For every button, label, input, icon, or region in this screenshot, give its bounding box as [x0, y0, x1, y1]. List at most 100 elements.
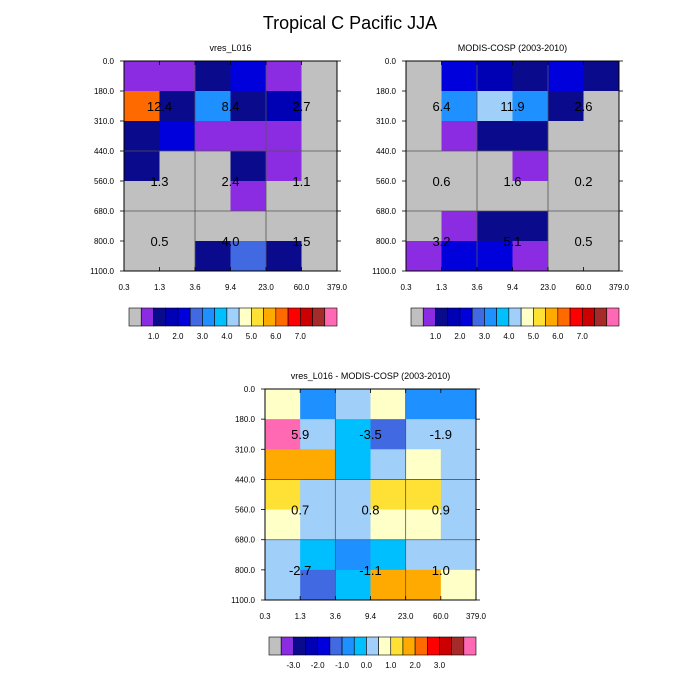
cell-value-label: 0.5: [574, 234, 592, 249]
cell-value-label: -1.9: [430, 427, 452, 442]
colorbar-swatch: [299, 307, 313, 327]
colorbar-label: 6.0: [270, 332, 282, 341]
colorbar-label: 5.0: [246, 332, 258, 341]
heatmap-cell: [301, 211, 338, 242]
panel-title: vres_L016 - MODIS-COSP (2003-2010): [291, 371, 450, 381]
heatmap-cell: [301, 241, 338, 272]
heatmap-cell: [512, 91, 549, 122]
cell-value-label: 0.7: [291, 503, 309, 518]
cell-value-label: 0.6: [432, 174, 450, 189]
heatmap-cell: [477, 241, 513, 272]
x-tick-label: 9.4: [365, 612, 377, 621]
heatmap-cell: [477, 121, 513, 152]
colorbar-swatch: [581, 307, 595, 327]
cell-value-label: 11.9: [500, 99, 524, 114]
cell-value-label: 0.2: [574, 174, 592, 189]
x-tick-label: 23.0: [540, 283, 556, 292]
y-tick-label: 1100.0: [372, 267, 396, 276]
heatmap-cell: [266, 211, 302, 242]
heatmap-cell: [300, 389, 336, 420]
heatmap-cell: [512, 241, 549, 272]
colorbar-swatch: [268, 636, 282, 656]
heatmap-cell: [441, 241, 478, 272]
colorbar-swatch: [378, 636, 392, 656]
y-tick-label: 1100.0: [90, 267, 114, 276]
cell-value-label: 12.4: [147, 99, 172, 114]
heatmap-cell: [370, 389, 407, 420]
x-tick-label: 0.3: [118, 283, 130, 292]
colorbar-label: -2.0: [311, 661, 325, 670]
colorbar-swatch: [214, 307, 228, 327]
heatmap-cell: [583, 241, 620, 272]
heatmap-cell: [548, 211, 584, 242]
heatmap-cell: [124, 61, 160, 92]
heatmap-cell: [441, 61, 478, 92]
heatmap-cell: [265, 419, 301, 450]
heatmap-cell: [441, 121, 478, 152]
cell-value-label: 0.8: [361, 503, 379, 518]
heatmap-cell: [335, 419, 371, 450]
heatmap-cell: [512, 181, 549, 212]
heatmap-cell: [335, 479, 371, 510]
heatmap-cell: [195, 61, 231, 92]
heatmap-cell: [300, 479, 336, 510]
colorbar-swatch: [414, 636, 428, 656]
panel-title: MODIS-COSP (2003-2010): [458, 43, 567, 53]
heatmap-cell: [583, 91, 620, 122]
colorbar-swatch: [165, 307, 179, 327]
heatmap-cell: [548, 121, 584, 152]
colorbar-swatch: [324, 307, 338, 327]
heatmap-cell: [583, 211, 620, 242]
heatmap-cell: [512, 211, 549, 242]
cell-value-label: 6.4: [432, 99, 450, 114]
colorbar-swatch: [263, 307, 277, 327]
x-tick-label: 1.3: [154, 283, 166, 292]
colorbar-swatch: [402, 636, 416, 656]
colorbar-swatch: [496, 307, 510, 327]
colorbar-swatch: [226, 307, 240, 327]
colorbar-swatch: [238, 307, 252, 327]
heatmap-cell: [266, 91, 302, 122]
heatmap-cell: [265, 479, 301, 510]
heatmap-cell: [583, 61, 620, 92]
colorbar-swatch: [280, 636, 294, 656]
colorbar-label: 5.0: [528, 332, 540, 341]
colorbar-label: 3.0: [479, 332, 491, 341]
heatmap-cell: [265, 389, 301, 420]
heatmap-cell: [124, 91, 160, 122]
panel-2: MODIS-COSP (2003-2010) 6.4 11.9 2.6 0.6 1.6 0.…: [372, 43, 629, 341]
heatmap-cell: [124, 181, 160, 212]
heatmap-cell: [230, 151, 267, 182]
y-tick-label: 0.0: [385, 57, 397, 66]
heatmap-cell: [512, 61, 549, 92]
colorbar-label: 3.0: [197, 332, 209, 341]
cell-value-label: 1.3: [150, 174, 168, 189]
y-tick-label: 180.0: [376, 87, 397, 96]
heatmap-cell: [265, 569, 301, 601]
colorbar-label: 2.0: [410, 661, 422, 670]
colorbar-swatch: [390, 636, 404, 656]
heatmap-cell: [441, 211, 478, 242]
heatmap-cell: [266, 181, 302, 212]
heatmap-cell: [266, 151, 302, 182]
heatmap-cell: [583, 121, 620, 152]
cell-value-label: 5.9: [291, 427, 309, 442]
heatmap-cell: [406, 211, 442, 242]
heatmap-cell: [512, 151, 549, 182]
heatmap-cell: [301, 91, 338, 122]
heatmap-cell: [195, 91, 231, 122]
heatmap-cell: [440, 569, 477, 601]
heatmap-cell: [370, 479, 407, 510]
y-tick-label: 310.0: [235, 445, 256, 454]
colorbar-swatch: [293, 636, 306, 656]
x-tick-label: 9.4: [225, 283, 237, 292]
heatmap-cell: [440, 419, 477, 450]
heatmap-cell: [159, 241, 196, 272]
heatmap-cell: [335, 539, 371, 571]
y-tick-label: 310.0: [376, 117, 397, 126]
heatmap-cell: [548, 151, 584, 182]
heatmap-cell: [405, 479, 442, 510]
cell-value-label: 2.7: [292, 99, 310, 114]
heatmap-cell: [266, 61, 302, 92]
heatmap-cell: [335, 449, 371, 480]
